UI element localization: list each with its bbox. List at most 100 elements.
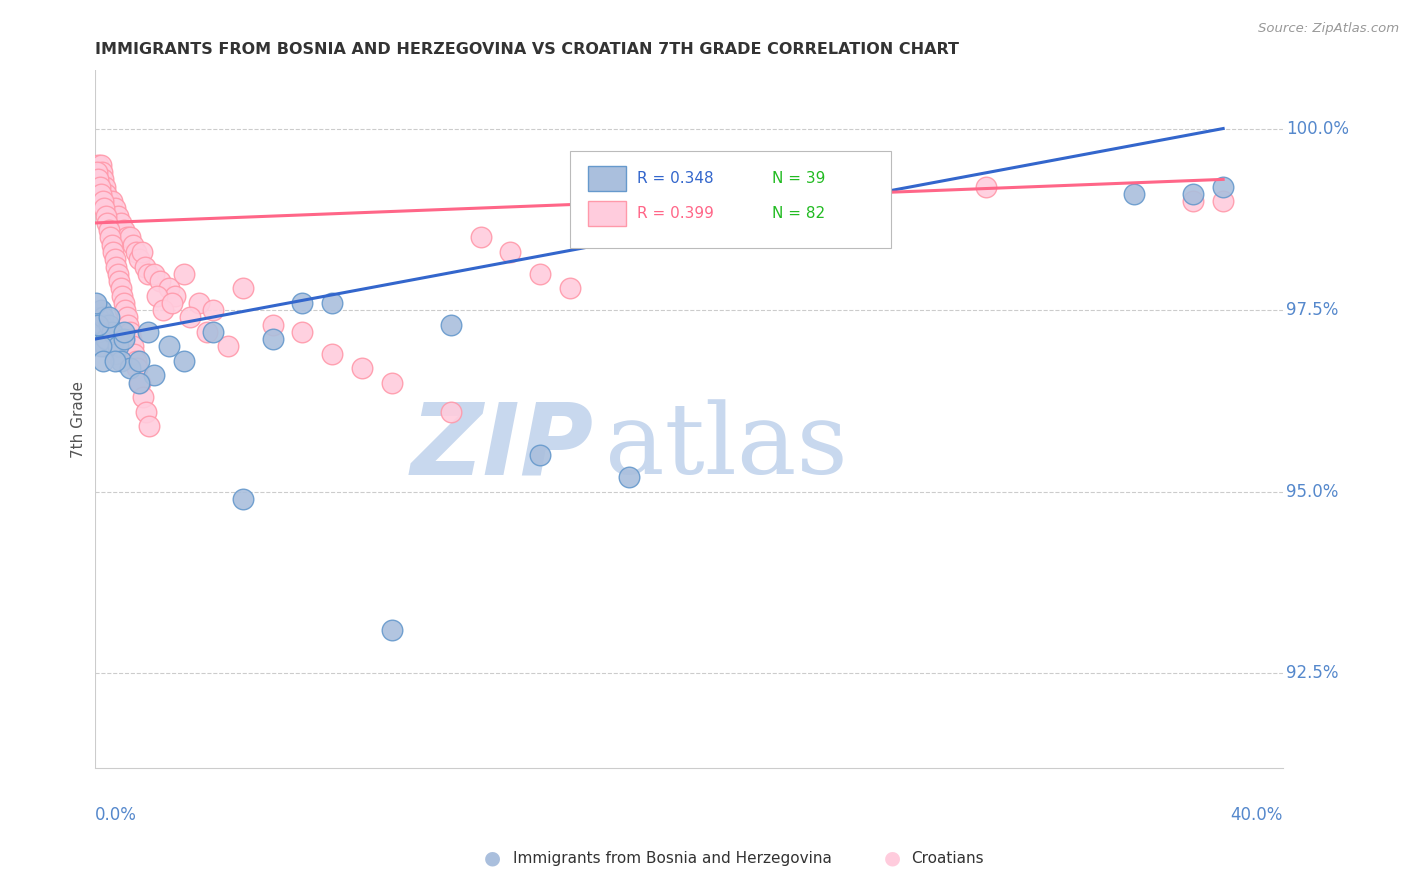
Text: ●: ● xyxy=(484,848,501,868)
Point xyxy=(131,245,153,260)
Point xyxy=(87,325,110,339)
Point xyxy=(440,318,463,332)
Point xyxy=(128,376,150,390)
Text: N = 39: N = 39 xyxy=(772,171,825,186)
Point xyxy=(558,281,581,295)
Point xyxy=(104,260,127,274)
Point xyxy=(96,186,118,201)
Point xyxy=(187,296,209,310)
Point xyxy=(104,347,127,361)
Point xyxy=(98,230,121,244)
Point xyxy=(138,419,160,434)
Point xyxy=(104,354,127,368)
Point xyxy=(157,281,180,295)
Text: N = 82: N = 82 xyxy=(772,206,825,221)
Text: 97.5%: 97.5% xyxy=(1286,301,1339,319)
Point xyxy=(321,296,343,310)
Point xyxy=(380,623,402,637)
Point xyxy=(262,318,284,332)
Text: 0.0%: 0.0% xyxy=(94,806,136,824)
Point xyxy=(93,172,115,186)
Point xyxy=(114,303,136,318)
Point xyxy=(291,325,314,339)
Point xyxy=(134,260,156,274)
Point xyxy=(160,296,183,310)
Point xyxy=(135,405,157,419)
Point xyxy=(217,339,239,353)
Point xyxy=(89,303,111,318)
Point xyxy=(112,223,135,237)
FancyBboxPatch shape xyxy=(588,201,626,226)
Text: Source: ZipAtlas.com: Source: ZipAtlas.com xyxy=(1258,22,1399,36)
Point xyxy=(101,245,124,260)
Y-axis label: 7th Grade: 7th Grade xyxy=(72,381,86,458)
Point xyxy=(173,267,195,281)
Point xyxy=(112,332,135,346)
Point xyxy=(128,376,150,390)
Point xyxy=(91,165,114,179)
Point xyxy=(232,281,254,295)
Point xyxy=(94,209,117,223)
Point xyxy=(84,165,107,179)
Point xyxy=(529,267,551,281)
Text: 100.0%: 100.0% xyxy=(1286,120,1350,137)
Text: R = 0.399: R = 0.399 xyxy=(637,206,714,221)
Point xyxy=(1123,186,1146,201)
Point xyxy=(94,179,117,194)
Text: 40.0%: 40.0% xyxy=(1230,806,1282,824)
Text: Croatians: Croatians xyxy=(911,851,984,865)
Point xyxy=(1182,194,1205,209)
Point xyxy=(112,325,135,339)
Point xyxy=(321,347,343,361)
Point xyxy=(149,274,172,288)
Text: 95.0%: 95.0% xyxy=(1286,483,1339,500)
Point xyxy=(112,296,135,310)
Point xyxy=(825,186,848,201)
Point xyxy=(128,252,150,267)
Point xyxy=(107,209,129,223)
Point xyxy=(617,470,640,484)
Point xyxy=(104,252,127,267)
Point xyxy=(115,310,138,325)
FancyBboxPatch shape xyxy=(588,166,626,191)
Point xyxy=(122,347,145,361)
Text: ●: ● xyxy=(884,848,901,868)
Point xyxy=(97,223,120,237)
Point xyxy=(121,339,143,353)
Point xyxy=(125,361,148,376)
Point xyxy=(136,267,159,281)
Point xyxy=(197,325,219,339)
Point xyxy=(118,325,141,339)
Point xyxy=(87,172,110,186)
Point xyxy=(101,325,124,339)
Point xyxy=(163,288,186,302)
Point xyxy=(93,354,115,368)
Point xyxy=(98,318,121,332)
Point xyxy=(91,318,114,332)
Point xyxy=(101,237,124,252)
Point xyxy=(91,194,114,209)
Point xyxy=(93,310,115,325)
Point xyxy=(1212,194,1234,209)
Point xyxy=(84,296,107,310)
Point xyxy=(86,158,108,172)
Point xyxy=(87,172,110,186)
Text: IMMIGRANTS FROM BOSNIA AND HERZEGOVINA VS CROATIAN 7TH GRADE CORRELATION CHART: IMMIGRANTS FROM BOSNIA AND HERZEGOVINA V… xyxy=(94,42,959,57)
Point xyxy=(94,339,117,353)
Point xyxy=(232,491,254,506)
Text: atlas: atlas xyxy=(606,399,848,495)
Point xyxy=(86,165,108,179)
Text: 92.5%: 92.5% xyxy=(1286,665,1339,682)
Text: Immigrants from Bosnia and Herzegovina: Immigrants from Bosnia and Herzegovina xyxy=(513,851,832,865)
Point xyxy=(122,237,145,252)
Point xyxy=(86,310,108,325)
Point xyxy=(120,361,142,376)
Point xyxy=(128,354,150,368)
Point xyxy=(101,194,124,209)
Point xyxy=(146,288,169,302)
Point xyxy=(117,318,139,332)
Point xyxy=(96,332,118,346)
Point xyxy=(529,449,551,463)
Point xyxy=(1182,186,1205,201)
Point xyxy=(89,339,111,353)
